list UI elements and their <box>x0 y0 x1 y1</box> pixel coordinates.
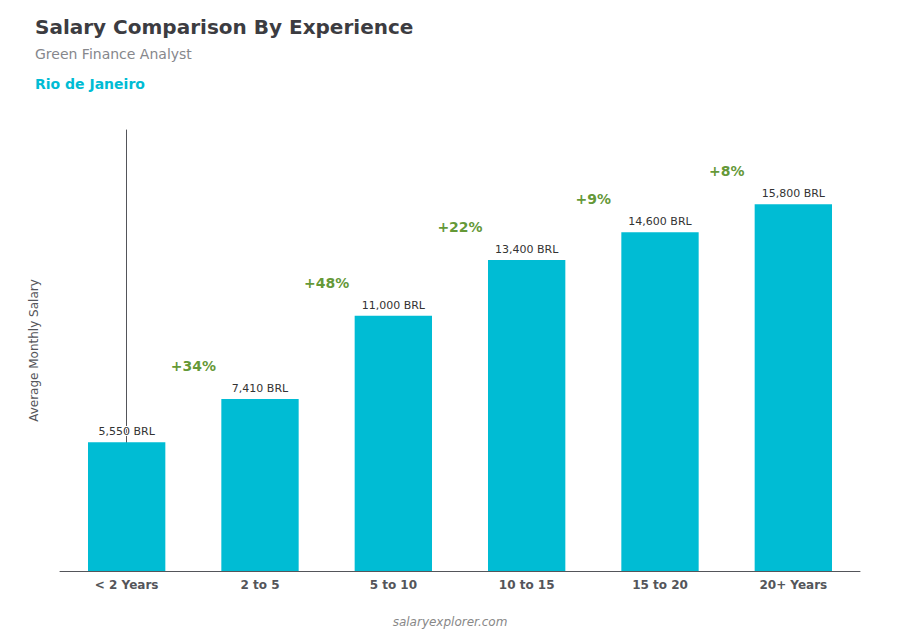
svg-text:13,400 BRL: 13,400 BRL <box>495 243 559 256</box>
svg-text:10 to 15: 10 to 15 <box>499 578 555 592</box>
svg-text:5,550 BRL: 5,550 BRL <box>99 425 156 438</box>
svg-text:+9%: +9% <box>576 191 612 207</box>
svg-text:+8%: +8% <box>709 163 745 179</box>
svg-text:Rio de Janeiro: Rio de Janeiro <box>35 76 145 92</box>
svg-text:salaryexplorer.com: salaryexplorer.com <box>393 615 508 629</box>
svg-text:+34%: +34% <box>171 358 216 374</box>
svg-text:20+ Years: 20+ Years <box>759 578 827 592</box>
svg-text:< 2 Years: < 2 Years <box>95 578 159 592</box>
svg-text:7,410 BRL: 7,410 BRL <box>232 382 289 395</box>
svg-text:15 to 20: 15 to 20 <box>632 578 688 592</box>
svg-text:+48%: +48% <box>304 275 349 291</box>
svg-text:2 to 5: 2 to 5 <box>240 578 279 592</box>
svg-text:11,000 BRL: 11,000 BRL <box>362 299 426 312</box>
svg-text:14,600 BRL: 14,600 BRL <box>628 215 692 228</box>
svg-text:Average Monthly Salary: Average Monthly Salary <box>27 279 41 422</box>
svg-text:+22%: +22% <box>437 219 482 235</box>
svg-text:5 to 10: 5 to 10 <box>370 578 417 592</box>
svg-text:Salary Comparison By Experienc: Salary Comparison By Experience <box>35 15 413 39</box>
svg-text:Green Finance Analyst: Green Finance Analyst <box>35 46 192 62</box>
svg-text:15,800 BRL: 15,800 BRL <box>762 187 826 200</box>
